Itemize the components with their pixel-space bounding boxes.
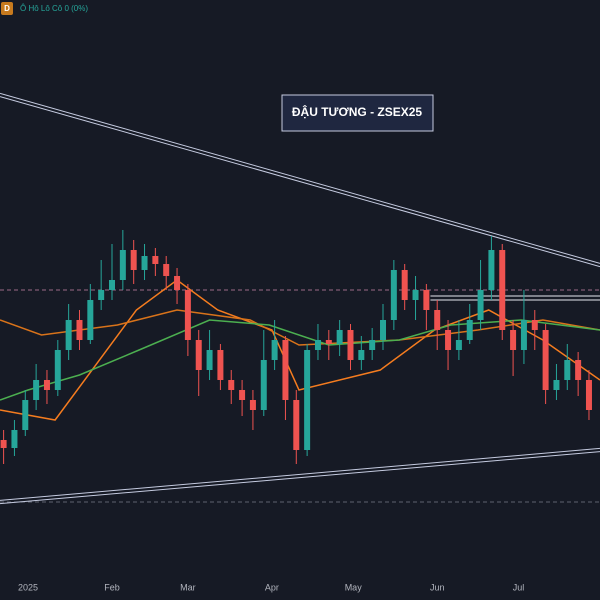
candle-body [271, 340, 278, 360]
candle-body [98, 290, 105, 300]
candle-body [412, 290, 419, 300]
candle-body [510, 330, 517, 350]
x-tick-label: Feb [104, 582, 120, 592]
candle-body [369, 340, 376, 350]
candle-body [239, 390, 246, 400]
trend-line [0, 96, 600, 268]
candle-body [553, 380, 560, 390]
candle-body [314, 340, 321, 350]
candle-body [477, 290, 484, 320]
candle-body [325, 340, 332, 344]
candle-body [488, 250, 495, 290]
candle-body [141, 256, 148, 270]
candle-body [0, 440, 7, 448]
candle-body [43, 380, 50, 390]
candle-body [54, 350, 61, 390]
candle-body [228, 380, 235, 390]
trend-line [0, 447, 600, 501]
candle-body [152, 256, 159, 264]
candle-body [347, 330, 354, 360]
chart-title: ĐẬU TƯƠNG - ZSEX25 [292, 104, 423, 119]
candle-body [575, 360, 582, 380]
candle-body [260, 360, 267, 410]
candle-body [455, 340, 462, 350]
candle-body [423, 290, 430, 310]
candle-body [174, 276, 181, 290]
candle-body [184, 290, 191, 340]
trend-line [0, 92, 600, 264]
candle-body [195, 340, 202, 370]
trend-line [0, 451, 600, 505]
candle-body [76, 320, 83, 340]
candle-body [217, 350, 224, 380]
x-tick-label: Jun [430, 582, 445, 592]
x-tick-label: Apr [265, 582, 279, 592]
candle-body [542, 330, 549, 390]
plot-area: 2025 Feb Mar Apr May Jun Jul [0, 92, 600, 592]
candle-body [531, 320, 538, 330]
candle-body [109, 280, 116, 290]
moving-average [0, 319, 600, 401]
candle-body [520, 320, 527, 350]
candle-body [87, 300, 94, 340]
candle-body [564, 360, 571, 380]
candle-body [119, 250, 126, 280]
symbol-icon: D [4, 4, 10, 13]
title-box [281, 94, 434, 132]
candle-body [401, 270, 408, 300]
candle-body [22, 400, 29, 430]
candle-body [499, 250, 506, 330]
candle-body [380, 320, 387, 340]
candle-body [163, 264, 170, 276]
x-tick-label: Mar [180, 582, 196, 592]
candle-body [304, 350, 311, 450]
candle-body [466, 320, 473, 340]
ohlc-legend: Ô Hô Lô Cô 0 (0%) [20, 4, 88, 13]
x-tick-label: May [345, 582, 363, 592]
x-tick-label: 2025 [18, 582, 38, 592]
candle-body [65, 320, 72, 350]
candle-body [434, 310, 441, 330]
candle-body [130, 250, 137, 270]
candle-body [358, 350, 365, 360]
candle-body [445, 330, 452, 350]
x-tick-label: Jul [513, 582, 525, 592]
symbol-icon-box [1, 2, 13, 15]
candle-body [11, 430, 18, 448]
candle-body [390, 270, 397, 320]
candle-body [206, 350, 213, 370]
candle-body [249, 400, 256, 410]
candle-body [33, 380, 40, 400]
candle-body [585, 380, 592, 410]
candle-body [336, 330, 343, 344]
candle-body [282, 340, 289, 400]
candle-body [293, 400, 300, 450]
